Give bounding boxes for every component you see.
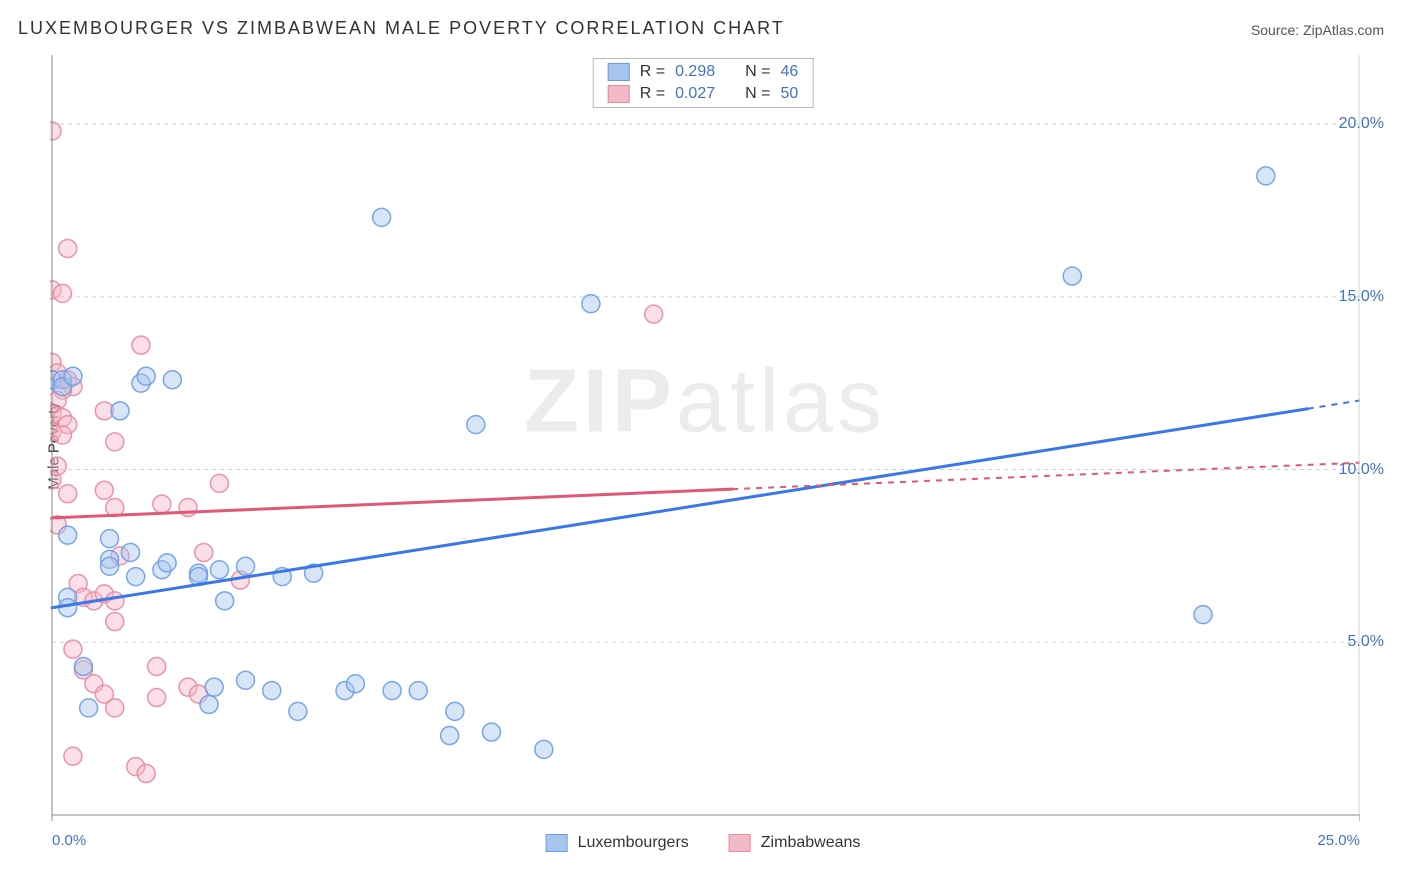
y-tick-label: 5.0% bbox=[1348, 633, 1384, 651]
n-value: 50 bbox=[780, 85, 798, 103]
chart-wrapper: LUXEMBOURGER VS ZIMBABWEAN MALE POVERTY … bbox=[0, 0, 1406, 892]
scatter-plot-svg bbox=[50, 55, 1360, 825]
r-value: 0.027 bbox=[675, 85, 715, 103]
r-value: 0.298 bbox=[675, 63, 715, 81]
series-legend-item: Zimbabweans bbox=[729, 834, 861, 852]
series-legend-label: Zimbabweans bbox=[761, 834, 861, 852]
legend-swatch bbox=[608, 85, 630, 103]
legend-swatch bbox=[608, 63, 630, 81]
n-label: N = bbox=[745, 63, 770, 81]
plot-area: ZIPatlas bbox=[50, 55, 1360, 825]
legend-swatch bbox=[729, 834, 751, 852]
y-tick-label: 10.0% bbox=[1339, 461, 1384, 479]
series-legend-label: Luxembourgers bbox=[578, 834, 689, 852]
r-label: R = bbox=[640, 85, 665, 103]
n-value: 46 bbox=[780, 63, 798, 81]
stats-legend-row: R = 0.027 N = 50 bbox=[594, 83, 813, 105]
stats-legend: R = 0.298 N = 46 R = 0.027 N = 50 bbox=[593, 58, 814, 108]
y-tick-label: 20.0% bbox=[1339, 115, 1384, 133]
series-legend-item: Luxembourgers bbox=[546, 834, 689, 852]
legend-swatch bbox=[546, 834, 568, 852]
y-tick-label: 15.0% bbox=[1339, 288, 1384, 306]
stats-legend-row: R = 0.298 N = 46 bbox=[594, 61, 813, 83]
chart-title: LUXEMBOURGER VS ZIMBABWEAN MALE POVERTY … bbox=[18, 18, 785, 39]
x-tick-label: 25.0% bbox=[1317, 832, 1360, 849]
source-attribution: Source: ZipAtlas.com bbox=[1251, 22, 1384, 38]
x-tick-label: 0.0% bbox=[52, 832, 86, 849]
n-label: N = bbox=[745, 85, 770, 103]
y-axis-ticks: 5.0% 10.0% 15.0% 20.0% bbox=[1314, 55, 1384, 825]
r-label: R = bbox=[640, 63, 665, 81]
series-legend: Luxembourgers Zimbabweans bbox=[546, 834, 861, 852]
